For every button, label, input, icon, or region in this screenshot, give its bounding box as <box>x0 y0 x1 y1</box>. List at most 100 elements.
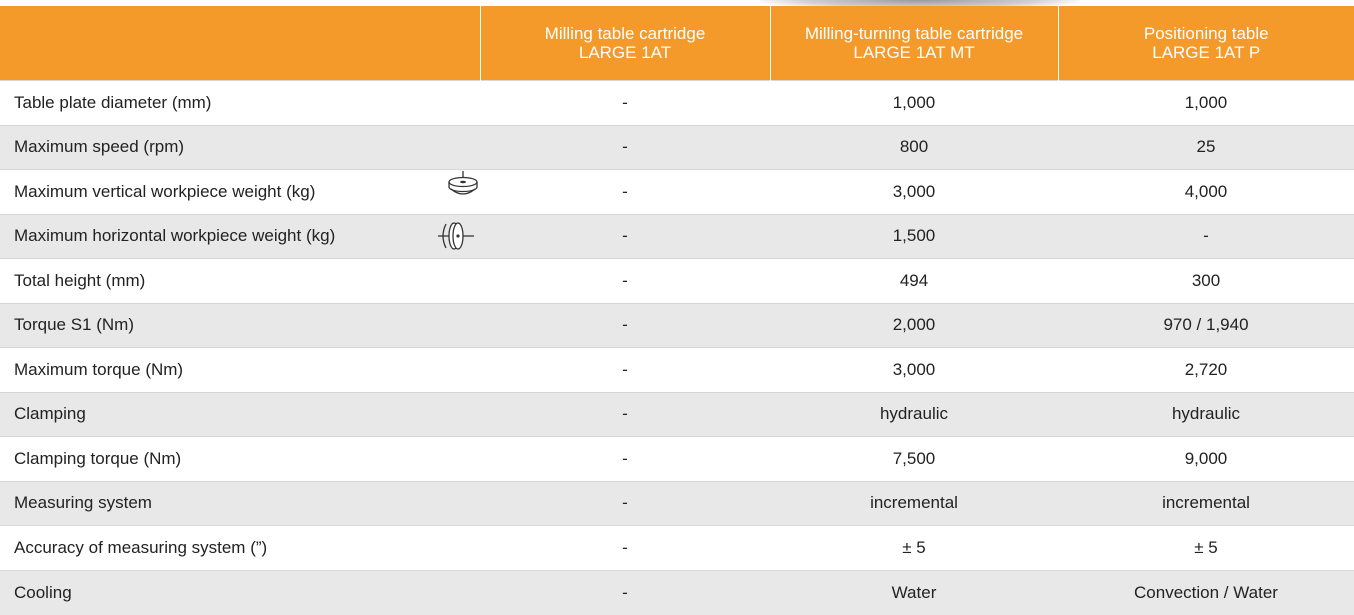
cell-value: 25 <box>1196 137 1216 157</box>
table-row: Maximum horizontal workpiece weight (kg)… <box>0 213 1354 259</box>
header-cell <box>0 6 480 81</box>
value-cell: 1,000 <box>1058 80 1354 125</box>
value-cell: - <box>480 213 770 259</box>
value-cell: 800 <box>770 124 1058 170</box>
value-cell: 3,000 <box>770 347 1058 392</box>
cell-value: 970 / 1,940 <box>1163 315 1249 335</box>
cell-value: 300 <box>1191 270 1221 290</box>
table-row: Measuring system - incremental incremental <box>0 480 1354 526</box>
value-cell: - <box>480 569 770 615</box>
value-cell: 970 / 1,940 <box>1058 302 1354 348</box>
row-label-cell: Accuracy of measuring system (”) <box>0 525 480 570</box>
cell-value: 1,500 <box>892 226 936 246</box>
table-row: Accuracy of measuring system (”) - ± 5 ± 5 <box>0 525 1354 570</box>
value-cell: - <box>480 124 770 170</box>
table-row: Torque S1 (Nm) - 2,000 970 / 1,940 <box>0 302 1354 348</box>
row-label-cell: Clamping <box>0 391 480 437</box>
row-label: Torque S1 (Nm) <box>14 315 134 335</box>
value-cell: incremental <box>770 480 1058 526</box>
value-cell: incremental <box>1058 480 1354 526</box>
value-cell: 2,000 <box>770 302 1058 348</box>
row-label-cell: Maximum horizontal workpiece weight (kg) <box>0 213 480 259</box>
column-model: LARGE 1AT P <box>1152 43 1261 62</box>
cell-value: - <box>622 537 628 557</box>
column-header: Positioning table LARGE 1AT P <box>1057 6 1354 81</box>
cell-value: 3,000 <box>892 181 936 201</box>
header-row: Milling table cartridge LARGE 1AT Milling-… <box>0 6 1354 81</box>
row-label: Cooling <box>14 582 72 602</box>
cell-value: 4,000 <box>1184 181 1228 201</box>
cell-value: - <box>622 181 628 201</box>
column-header: Milling-turning table cartridge LARGE 1AT… <box>769 6 1058 81</box>
cell-value: - <box>622 582 628 602</box>
value-cell: 300 <box>1058 258 1354 303</box>
value-cell: 2,720 <box>1058 347 1354 392</box>
row-label: Clamping <box>14 404 86 424</box>
value-cell: - <box>480 525 770 570</box>
cell-value: incremental <box>1162 493 1250 513</box>
row-label-cell: Total height (mm) <box>0 258 480 303</box>
cell-value: Water <box>891 582 937 602</box>
value-cell: 25 <box>1058 124 1354 170</box>
row-label-cell: Torque S1 (Nm) <box>0 302 480 348</box>
cell-value: - <box>622 92 628 112</box>
value-cell: - <box>480 436 770 481</box>
cell-value: hydraulic <box>879 404 949 424</box>
cell-value: - <box>622 137 628 157</box>
cell-value: Convection / Water <box>1134 582 1278 602</box>
cell-value: hydraulic <box>1171 404 1241 424</box>
column-title: Positioning table <box>1143 24 1269 43</box>
column-model: LARGE 1AT <box>578 43 672 62</box>
table-row: Clamping - hydraulic hydraulic <box>0 391 1354 437</box>
spec-table: Milling table cartridge LARGE 1AT Milling-… <box>0 6 1354 615</box>
row-label: Clamping torque (Nm) <box>14 448 182 468</box>
row-label: Accuracy of measuring system (”) <box>14 537 268 557</box>
table-row: Clamping torque (Nm) - 7,500 9,000 <box>0 436 1354 481</box>
cell-value: - <box>622 270 628 290</box>
cell-value: - <box>622 226 628 246</box>
cell-value: - <box>622 404 628 424</box>
cell-value: - <box>622 315 628 335</box>
value-cell: hydraulic <box>770 391 1058 437</box>
value-cell: hydraulic <box>1058 391 1354 437</box>
value-cell: - <box>480 302 770 348</box>
cell-value: - <box>622 448 628 468</box>
column-header: Milling table cartridge LARGE 1AT <box>479 6 770 81</box>
row-label: Maximum speed (rpm) <box>14 137 185 157</box>
cell-value: 1,000 <box>1184 92 1228 112</box>
row-label-cell: Maximum vertical workpiece weight (kg) <box>0 169 480 214</box>
value-cell: - <box>480 80 770 125</box>
row-label: Measuring system <box>14 493 152 513</box>
table-row: Maximum vertical workpiece weight (kg) - 3… <box>0 169 1354 214</box>
row-label: Table plate diameter (mm) <box>14 92 212 112</box>
cell-value: - <box>622 359 628 379</box>
table-row: Cooling - Water Convection / Water <box>0 569 1354 615</box>
row-label-cell: Measuring system <box>0 480 480 526</box>
decoration <box>760 0 1080 10</box>
value-cell: Convection / Water <box>1058 569 1354 615</box>
value-cell: 4,000 <box>1058 169 1354 214</box>
table-row: Maximum speed (rpm) - 800 25 <box>0 124 1354 170</box>
cell-value: 800 <box>899 137 929 157</box>
value-cell: - <box>480 347 770 392</box>
row-label-cell: Clamping torque (Nm) <box>0 436 480 481</box>
value-cell: - <box>480 391 770 437</box>
value-cell: 494 <box>770 258 1058 303</box>
cell-value: - <box>1203 226 1209 246</box>
row-label-cell: Maximum speed (rpm) <box>0 124 480 170</box>
value-cell: 3,000 <box>770 169 1058 214</box>
column-title: Milling table cartridge <box>544 24 706 43</box>
row-label: Maximum vertical workpiece weight (kg) <box>14 181 316 201</box>
cell-value: 3,000 <box>892 359 936 379</box>
value-cell: ± 5 <box>1058 525 1354 570</box>
row-label: Maximum horizontal workpiece weight (kg) <box>14 226 336 246</box>
table-row: Maximum torque (Nm) - 3,000 2,720 <box>0 347 1354 392</box>
cell-value: 7,500 <box>892 448 936 468</box>
value-cell: - <box>480 480 770 526</box>
cell-value: incremental <box>870 493 958 513</box>
column-model: LARGE 1AT MT <box>853 43 975 62</box>
value-cell: - <box>1058 213 1354 259</box>
table-row: Total height (mm) - 494 300 <box>0 258 1354 303</box>
value-cell: 1,500 <box>770 213 1058 259</box>
row-label-cell: Table plate diameter (mm) <box>0 80 480 125</box>
